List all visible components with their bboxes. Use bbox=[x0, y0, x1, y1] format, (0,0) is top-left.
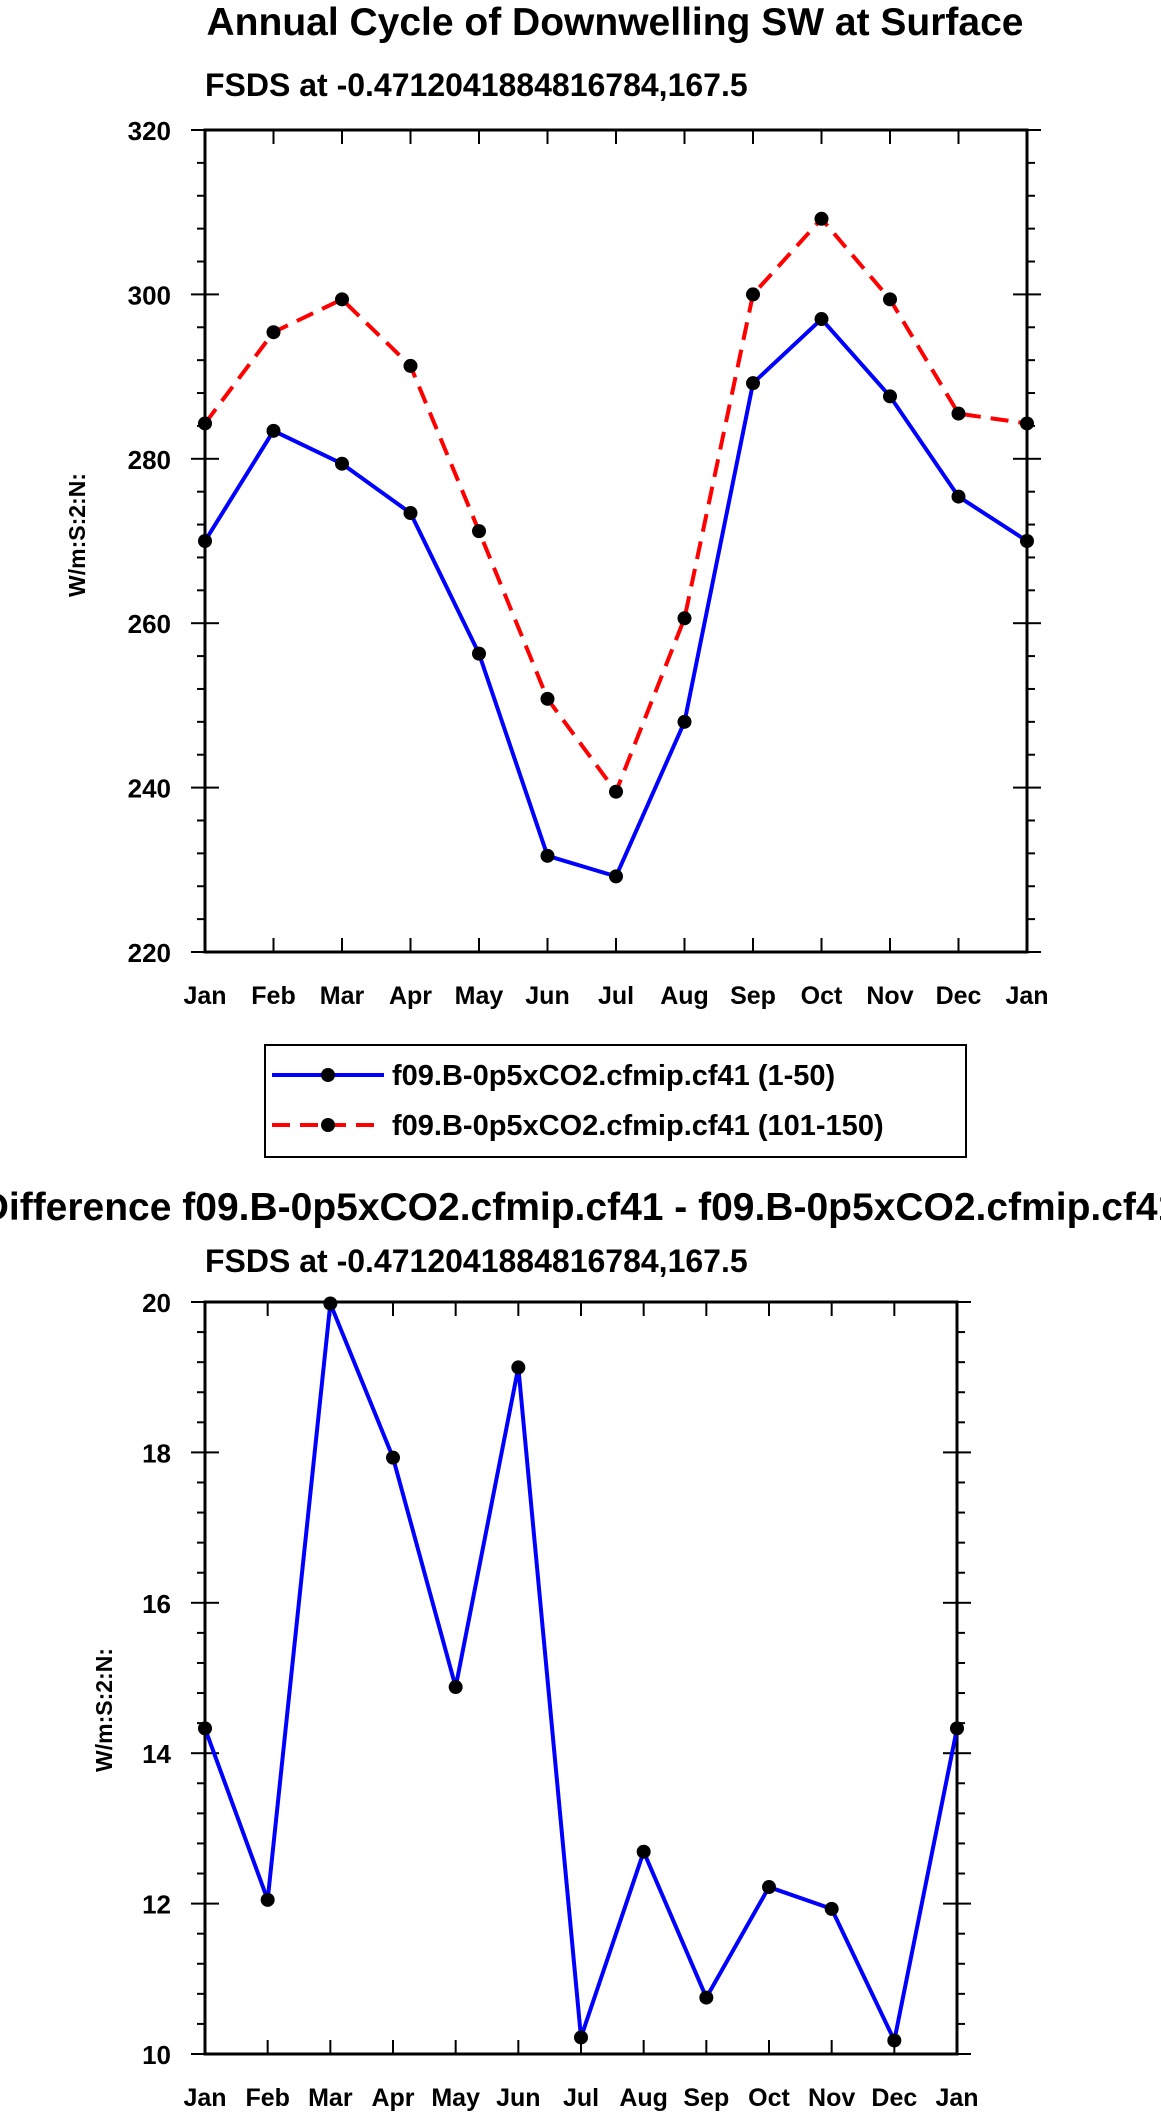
chart2-x-tick-label: Oct bbox=[748, 2084, 790, 2112]
chart2-x-tick-label: Sep bbox=[683, 2084, 729, 2112]
chart1-series-1-point bbox=[266, 423, 281, 438]
chart1-series-1-point bbox=[609, 869, 623, 884]
chart1-x-tick-label: Apr bbox=[389, 982, 432, 1010]
chart1-series-1-point bbox=[951, 489, 966, 504]
chart2-y-axis-label: W/m:S:2:N: bbox=[91, 1648, 117, 1772]
chart2-y-tick-label: 14 bbox=[142, 1739, 171, 1769]
chart1-series-1-point bbox=[540, 848, 555, 863]
chart1-x-tick-label: Jul bbox=[598, 982, 634, 1010]
chart1-series-2-point bbox=[746, 287, 760, 302]
chart1-series-2-point bbox=[677, 611, 692, 626]
chart2-series-1-point bbox=[950, 1721, 964, 1736]
chart1-y-axis-label: W/m:S:2:N: bbox=[64, 473, 90, 597]
chart2-x-tick-label: Feb bbox=[245, 2084, 289, 2112]
chart1-legend: f09.B-0p5xCO2.cfmip.cf41 (1-50) f09.B-0p… bbox=[264, 1044, 967, 1158]
chart2-series-1-point bbox=[574, 2030, 588, 2045]
chart2-x-tick-label: Jan bbox=[183, 2084, 226, 2112]
chart1-title: Annual Cycle of Downwelling SW at Surfac… bbox=[207, 1, 1024, 44]
chart1-x-tick-label: Oct bbox=[801, 982, 843, 1010]
chart1-series-2-point bbox=[540, 691, 555, 706]
chart2-y-tick-label: 16 bbox=[142, 1589, 171, 1619]
legend-entry-series-1: f09.B-0p5xCO2.cfmip.cf41 (1-50) bbox=[272, 1060, 835, 1092]
chart1-series-1-point bbox=[1020, 534, 1034, 548]
chart1-y-tick-label: 280 bbox=[128, 445, 171, 475]
chart2-y-tick-label: 18 bbox=[142, 1438, 171, 1468]
chart1-series-2-point bbox=[403, 358, 418, 373]
chart2-series-1-point bbox=[699, 1990, 714, 2005]
chart1-y-tick-label: 240 bbox=[128, 774, 171, 804]
chart2-series-1-point bbox=[198, 1721, 212, 1736]
chart2-x-tick-label: Mar bbox=[308, 2084, 353, 2112]
chart1-series-1-point bbox=[472, 646, 486, 661]
chart2-x-tick-label: May bbox=[431, 2084, 480, 2112]
legend-label-series-1: f09.B-0p5xCO2.cfmip.cf41 (1-50) bbox=[392, 1060, 835, 1092]
chart2-series-1-point bbox=[511, 1360, 526, 1375]
chart1-series-1-point bbox=[746, 376, 760, 391]
chart2-x-tick-label: Aug bbox=[619, 2084, 668, 2112]
chart2-y-tick-label: 20 bbox=[142, 1288, 171, 1318]
chart2-x-tick-label: Jan bbox=[935, 2084, 978, 2112]
chart1-y-tick-label: 260 bbox=[128, 609, 171, 639]
chart1-series-1-point bbox=[335, 456, 349, 471]
chart1-x-tick-label: Nov bbox=[866, 982, 913, 1010]
chart2-series-1-point bbox=[386, 1450, 400, 1465]
chart2-plot-area: Jan Feb Mar Apr May Jun Jul Aug Sep Oct Nov Dec Jan 1… bbox=[142, 1288, 978, 2112]
chart1-series-1-point bbox=[403, 506, 418, 521]
chart1-x-tick-label: Aug bbox=[660, 982, 709, 1010]
chart2-series-1-point bbox=[824, 1901, 839, 1916]
chart2-series-1-point bbox=[448, 1680, 463, 1695]
chart2-x-tick-label: Jun bbox=[496, 2084, 540, 2112]
chart1-subtitle: FSDS at -0.4712041884816784,167.5 bbox=[205, 67, 748, 103]
chart1-series-2-point bbox=[1020, 416, 1034, 431]
legend-frame bbox=[264, 1044, 967, 1158]
chart1-y-tick-label: 220 bbox=[128, 938, 171, 968]
chart2-series-1-point bbox=[323, 1296, 338, 1311]
chart1-x-tick-label: Mar bbox=[320, 982, 365, 1010]
legend-label-series-2: f09.B-0p5xCO2.cfmip.cf41 (101-150) bbox=[392, 1110, 884, 1142]
chart1-series-1-point bbox=[677, 714, 692, 729]
chart1-series-2-point bbox=[814, 211, 829, 226]
chart1-x-tick-label: Jan bbox=[183, 982, 226, 1010]
chart1-series-1-point bbox=[198, 534, 212, 548]
annual-cycle-chart: Annual Cycle of Downwelling SW at Surfac… bbox=[64, 1, 1049, 1010]
chart1-x-tick-label: Jun bbox=[525, 982, 569, 1010]
chart2-title: Difference f09.B-0p5xCO2.cfmip.cf41 - f0… bbox=[0, 1186, 1161, 1229]
legend-marker-series-2 bbox=[321, 1118, 335, 1132]
chart2-y-tick-label: 12 bbox=[142, 1890, 171, 1920]
chart1-x-tick-label: Dec bbox=[936, 982, 982, 1010]
chart1-series-2-point bbox=[198, 416, 212, 431]
chart2-subtitle: FSDS at -0.4712041884816784,167.5 bbox=[205, 1243, 748, 1279]
chart2-series-1-point bbox=[887, 2033, 902, 2048]
chart1-series-1-point bbox=[814, 312, 829, 327]
chart1-series-2-point bbox=[335, 292, 349, 307]
difference-chart: Difference f09.B-0p5xCO2.cfmip.cf41 - f0… bbox=[0, 1186, 1161, 2112]
chart1-y-tick-label: 300 bbox=[128, 280, 171, 310]
chart2-x-tick-label: Dec bbox=[871, 2084, 917, 2112]
chart1-x-tick-label: Feb bbox=[251, 982, 295, 1010]
chart1-x-tick-label: May bbox=[455, 982, 504, 1010]
chart1-series-2-point bbox=[883, 292, 897, 307]
chart2-series-1-point bbox=[260, 1892, 275, 1907]
chart1-plot-area: Jan Feb Mar Apr May Jun Jul Aug Sep Oct Nov Dec Jan 2… bbox=[128, 116, 1049, 1010]
chart1-series-1-point bbox=[883, 389, 897, 404]
chart2-y-tick-label: 10 bbox=[142, 2040, 171, 2070]
chart1-series-2-point bbox=[472, 524, 486, 539]
chart1-y-tick-label: 320 bbox=[128, 116, 171, 146]
chart1-x-tick-label: Jan bbox=[1005, 982, 1048, 1010]
legend-marker-series-1 bbox=[321, 1068, 335, 1082]
chart2-series-1-point bbox=[762, 1880, 776, 1895]
chart1-series-2-point bbox=[609, 784, 623, 799]
chart1-x-tick-label: Sep bbox=[730, 982, 776, 1010]
chart2-series-1-point bbox=[636, 1844, 651, 1859]
legend-entry-series-2: f09.B-0p5xCO2.cfmip.cf41 (101-150) bbox=[272, 1110, 884, 1142]
chart1-series-2-point bbox=[266, 325, 281, 340]
chart2-x-tick-label: Nov bbox=[808, 2084, 855, 2112]
chart2-x-tick-label: Jul bbox=[563, 2084, 599, 2112]
chart2-x-tick-label: Apr bbox=[371, 2084, 414, 2112]
chart1-series-2-point bbox=[951, 406, 966, 421]
